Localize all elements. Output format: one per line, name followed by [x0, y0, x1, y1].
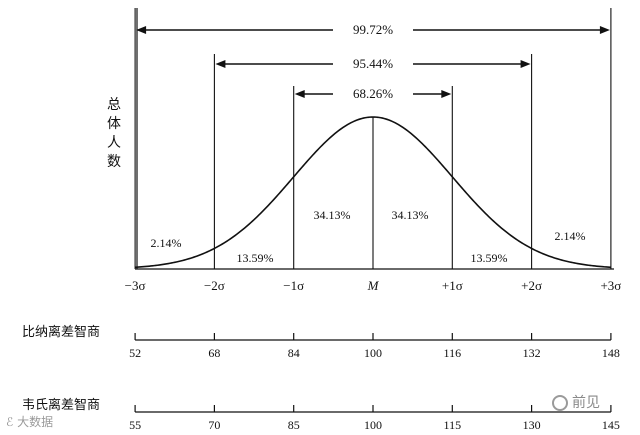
range-arrowhead — [136, 26, 147, 34]
region-percentage-label: 34.13% — [392, 208, 429, 222]
y-axis-label-char: 数 — [107, 154, 121, 170]
binet-scale-title: 比纳离差智商 — [22, 325, 101, 340]
y-axis-label-char: 体 — [107, 116, 121, 132]
sigma-tick-label: −3σ — [125, 278, 146, 293]
sigma-tick-label: +2σ — [521, 278, 542, 293]
weibo-icon: ℰ — [6, 415, 14, 429]
iq-scale-tick-label: 100 — [364, 418, 382, 432]
watermark-left-text: 大数据 — [17, 415, 54, 429]
sigma-tick-label: +3σ — [600, 278, 621, 293]
iq-scale-tick-label: 55 — [129, 418, 141, 432]
region-percentage-label: 34.13% — [314, 208, 351, 222]
range-arrowhead — [599, 26, 610, 34]
iq-scale-tick-label: 116 — [444, 346, 462, 360]
iq-scale-tick-label: 85 — [288, 418, 300, 432]
sigma-tick-label: M — [367, 278, 380, 293]
iq-scale-tick-label: 130 — [523, 418, 541, 432]
watermark-right: 前见 — [552, 392, 600, 412]
iq-scale-tick-label: 115 — [444, 418, 462, 432]
range-percentage-label: 99.72% — [353, 22, 393, 37]
iq-scale-tick-label: 70 — [208, 418, 220, 432]
wechsler-scale-title: 韦氏离差智商 — [22, 398, 101, 413]
region-percentage-label: 13.59% — [237, 251, 274, 265]
watermark-right-text: 前见 — [572, 395, 600, 411]
sigma-tick-label: −2σ — [204, 278, 225, 293]
iq-scale-tick-label: 148 — [602, 346, 620, 360]
iq-scale-tick-label: 68 — [208, 346, 220, 360]
iq-scale-tick-label: 52 — [129, 346, 141, 360]
region-percentage-label: 13.59% — [471, 251, 508, 265]
range-percentage-label: 68.26% — [353, 86, 393, 101]
range-arrowhead — [294, 90, 305, 98]
range-percentage-label: 95.44% — [353, 56, 393, 71]
region-percentage-label: 2.14% — [151, 236, 182, 250]
y-axis-label-char: 总 — [107, 97, 121, 113]
iq-scale-tick-label: 100 — [364, 346, 382, 360]
iq-scale-tick-label: 145 — [602, 418, 620, 432]
iq-scale-tick-label: 84 — [288, 346, 300, 360]
sigma-tick-label: +1σ — [442, 278, 463, 293]
region-percentage-label: 2.14% — [555, 229, 586, 243]
range-arrowhead — [215, 60, 226, 68]
watermark-left: ℰ 大数据 — [6, 413, 53, 430]
wechat-icon — [552, 395, 568, 411]
iq-scale-tick-label: 132 — [523, 346, 541, 360]
y-axis-label-char: 人 — [107, 135, 121, 151]
range-arrowhead — [520, 60, 531, 68]
range-arrowhead — [441, 90, 452, 98]
sigma-tick-label: −1σ — [283, 278, 304, 293]
y-axis-label: 总 体 人 数 — [104, 96, 124, 172]
